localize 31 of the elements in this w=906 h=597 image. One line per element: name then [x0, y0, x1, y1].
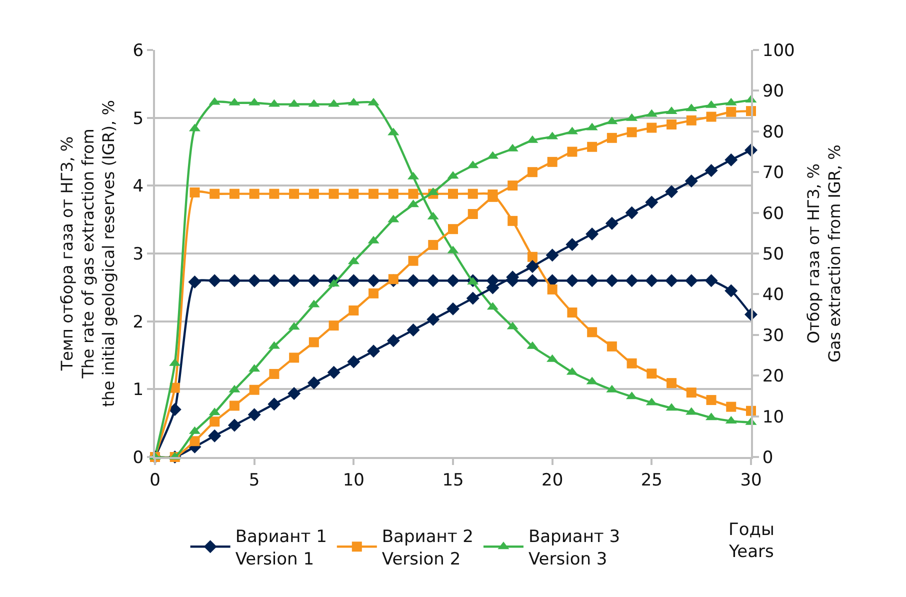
y-tick-label: 3	[132, 244, 144, 264]
y-tick-label: 2	[132, 312, 144, 332]
y2-tick-label: 80	[762, 122, 784, 142]
legend-label: Вариант 2 Version 2	[382, 527, 474, 570]
x-tick-label: 25	[640, 470, 662, 490]
x-tick-label: 10	[342, 470, 364, 490]
y2-tick-label: 50	[762, 244, 784, 264]
y2-tick-label: 30	[762, 326, 784, 346]
x-tick-label: 20	[542, 470, 564, 490]
y-tick-label: 0	[132, 448, 144, 468]
y2-tick-label: 0	[762, 448, 774, 468]
y2-tick-label: 70	[762, 163, 784, 184]
y2-tick-label: 20	[762, 366, 784, 387]
y-axis-title: Темп отбора газа от НГЗ, % The rate of gas extraction from the initial geological reserves (IGR), %	[58, 100, 118, 407]
x-axis-title: Годы Years	[728, 520, 774, 562]
y2-tick-label: 40	[762, 285, 784, 306]
x-tick-label: 15	[442, 470, 464, 490]
legend-label: Вариант 3 Version 3	[528, 527, 620, 570]
y-tick-label: 1	[132, 380, 144, 400]
y2-tick-label: 60	[762, 204, 784, 224]
x-tick-label: 5	[248, 470, 260, 490]
y-tick-label: 5	[132, 108, 144, 129]
legend-label: Вариант 1 Version 1	[235, 527, 327, 570]
y2-axis-title: Отбор газа от НГЗ, % Gas extraction from IGR, %	[804, 144, 844, 362]
y2-tick-label: 10	[762, 407, 784, 428]
y-tick-label: 6	[132, 40, 144, 61]
y2-tick-label: 90	[762, 82, 784, 102]
x-tick-label: 0	[150, 470, 160, 490]
x-tick-label: 30	[740, 470, 762, 490]
y-tick-label: 4	[132, 176, 144, 197]
y2-tick-label: 100	[762, 40, 795, 61]
